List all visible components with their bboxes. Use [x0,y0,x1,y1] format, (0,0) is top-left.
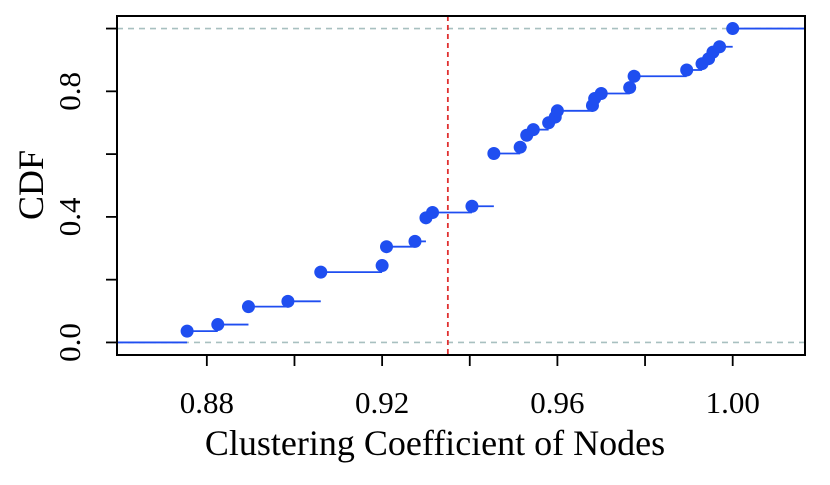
y-tick-label-0: 0.0 [52,323,87,362]
ecdf-point-28 [726,22,740,36]
ecdf-point-5 [375,259,389,273]
ecdf-point-4 [314,265,328,279]
ecdf-point-20 [594,87,608,101]
x-tick-label-0: 0.88 [180,385,234,420]
ecdf-point-9 [426,205,440,219]
y-tick-label-1: 0.4 [52,197,87,236]
axis-ticks: 0.88 0.92 0.96 1.00 0.0 0.4 0.8 [52,27,760,420]
reference-lines [117,16,805,355]
y-tick-label-2: 0.8 [52,72,87,111]
x-tick-label-1: 0.92 [355,385,409,420]
ecdf-point-27 [713,40,727,54]
x-tick-label-2: 0.96 [530,385,584,420]
y-axis-title: CDF [11,150,51,220]
ecdf-point-17 [550,104,564,118]
x-axis-title: Clustering Coefficient of Nodes [205,423,665,463]
ecdf-point-12 [513,140,527,154]
ecdf-point-11 [487,146,501,160]
ecdf-point-23 [680,63,694,77]
ecdf-point-0 [180,324,194,338]
ecdf-point-21 [623,81,637,95]
plot-frame [116,15,806,356]
ecdf-point-2 [241,300,255,314]
ecdf-point-3 [281,294,295,308]
x-tick-label-3: 1.00 [706,385,760,420]
ecdf-point-7 [408,234,422,248]
ecdf-point-1 [211,318,225,332]
ecdf-point-22 [627,69,641,83]
ecdf-point-14 [526,123,540,137]
ecdf-point-10 [465,199,479,213]
ecdf-point-6 [380,240,394,254]
ecdf-series [117,22,805,344]
